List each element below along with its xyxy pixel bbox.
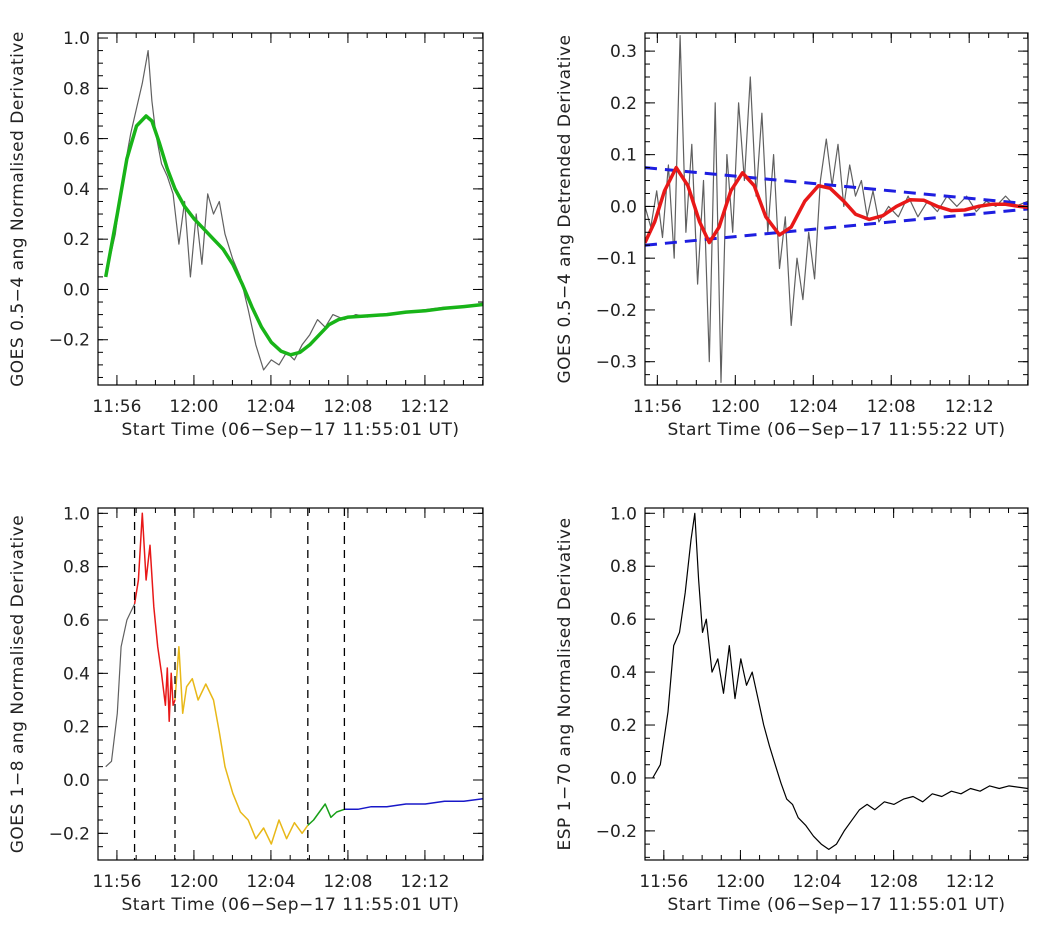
series-line-0 [105,603,136,768]
plot-frame [644,507,1029,861]
y-tick-label: 0.4 [63,180,90,200]
series-line-0 [105,50,483,371]
y-tick-label: −0.2 [596,822,637,842]
y-axis-label: GOES 0.5−4 ang Detrended Derivative [555,34,575,383]
plot-frame [644,32,1029,386]
series-line-1 [645,166,1028,206]
panel-top-right: 11:56 12:00 12:04 12:08 12:12 −0.3 −0.2 −0.1 0.0… [555,32,1029,440]
y-tick-label: −0.3 [596,353,637,373]
y-tick-label: 0.4 [610,663,637,683]
y-tick-label: 0.0 [610,769,637,789]
y-axis-label: GOES 0.5−4 ang Normalised Derivative [8,31,28,387]
x-tick-label: 11:56 [92,397,141,417]
x-tick-label: 12:00 [169,872,218,892]
series-line-0 [652,512,1028,850]
y-tick-label: 0.0 [63,280,90,300]
x-tick-label: 12:08 [323,872,372,892]
x-tick-label: 11:56 [633,397,682,417]
series-line-2 [174,645,309,845]
y-tick-label: 1.0 [63,29,90,49]
series-line-0 [645,35,1028,383]
y-tick-label: 0.1 [610,146,637,166]
y-tick-label: 0.8 [610,557,637,577]
x-tick-label: 12:04 [793,872,842,892]
y-tick-label: 0.3 [610,42,637,62]
y-tick-label: 0.0 [63,771,90,791]
x-tick-label: 11:56 [92,872,141,892]
x-axis-label: Start Time (06−Sep−17 11:55:01 UT) [668,895,1006,915]
x-tick-label: 12:00 [169,397,218,417]
x-tick-label: 12:12 [400,872,449,892]
series-group [103,50,483,371]
y-tick-label: 0.2 [610,716,637,736]
x-tick-label: 12:12 [400,397,449,417]
y-tick-label: −0.2 [49,331,90,351]
y-tick-label: −0.2 [49,824,90,844]
x-tick-label: 12:00 [716,872,765,892]
y-tick-label: 0.6 [63,611,90,631]
y-tick-label: 0.0 [610,197,637,217]
y-tick-label: 1.0 [63,504,90,524]
x-tick-label: 12:08 [323,397,372,417]
series-line-1 [103,114,483,357]
x-tick-label: 12:12 [945,397,994,417]
y-tick-label: −0.2 [596,301,637,321]
plot-frame [97,507,484,861]
y-tick-label: 0.2 [63,718,90,738]
x-tick-label: 12:04 [789,397,838,417]
x-tick-label: 12:12 [946,872,995,892]
series-line-3 [307,803,345,826]
series-line-1 [133,512,176,723]
panel-top-left: 11:56 12:00 12:04 12:08 12:12 −0.2 0.0 0.2 0.4 0.… [8,29,484,440]
y-axis-label: GOES 1−8 ang Normalised Derivative [8,515,28,854]
y-axis-label: ESP 1−70 ang Normalised Derivative [555,517,575,850]
panel-bottom-right: 11:56 12:00 12:04 12:08 12:12 −0.2 0.0 0.2 0.4 0.… [555,504,1029,915]
x-tick-label: 12:08 [867,397,916,417]
x-tick-label: 12:08 [869,872,918,892]
series-group [652,512,1028,850]
x-tick-label: 12:04 [246,872,295,892]
y-tick-label: 1.0 [610,504,637,524]
series-group [105,512,483,845]
y-tick-label: 0.8 [63,558,90,578]
x-tick-label: 11:56 [639,872,688,892]
x-axis-label: Start Time (06−Sep−17 11:55:01 UT) [122,420,460,440]
x-axis-label: Start Time (06−Sep−17 11:55:01 UT) [122,895,460,915]
y-tick-label: 0.4 [63,664,90,684]
x-axis-label: Start Time (06−Sep−17 11:55:22 UT) [668,420,1006,440]
panel-bottom-left: 11:56 12:00 12:04 12:08 12:12 −0.2 0.0 0.2 0.4 0.… [8,504,484,915]
x-tick-label: 12:04 [246,397,295,417]
series-line-3 [645,165,1028,245]
y-tick-label: 0.2 [63,230,90,250]
y-tick-label: 0.6 [610,610,637,630]
y-tick-label: 0.8 [63,79,90,99]
series-line-4 [344,797,483,811]
series-group [645,35,1028,383]
plot-frame [97,32,484,386]
y-tick-label: −0.1 [596,249,637,269]
x-tick-label: 12:00 [711,397,760,417]
y-tick-label: 0.2 [610,94,637,114]
y-tick-label: 0.6 [63,130,90,150]
